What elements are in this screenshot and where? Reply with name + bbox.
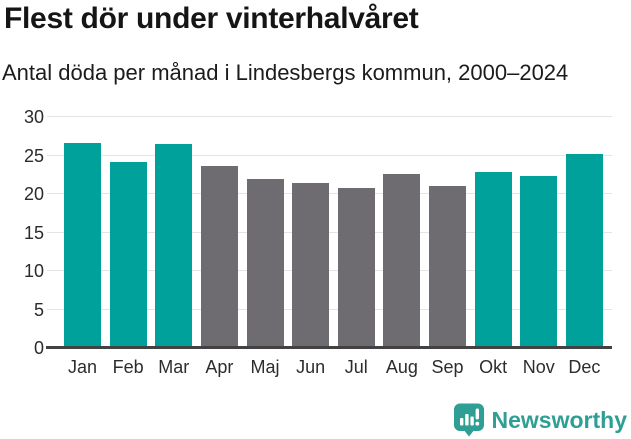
x-axis-baseline [46,346,612,349]
bar-column-dec: Dec [565,117,603,376]
x-tick-label-sep: Sep [431,357,464,377]
chart-title: Flest dör under vinterhalvåret [4,2,419,35]
gridline-5 [47,308,612,310]
brand-logo: Newsworthy [453,403,627,437]
bar-sep [429,185,466,348]
bar-column-jan: Jan [64,117,101,376]
x-tick-label-aug: Aug [385,357,418,377]
bars: Jan Feb Mar Apr Maj Jun Jul Aug Sep Okt Nov Dec [47,117,612,376]
x-tick-label-jul: Jul [344,357,368,377]
x-tick-label-okt: Okt [479,357,508,377]
bar-jun [292,183,330,348]
gridline-10 [47,270,612,272]
bar-column-jul: Jul [337,117,375,376]
x-tick-label-nov: Nov [522,357,555,377]
bar-column-feb: Feb [109,117,147,376]
y-axis: 0 5 10 15 20 25 30 [0,108,44,357]
bar-mar [155,143,193,348]
bar-dec [565,153,603,348]
x-tick-label-apr: Apr [205,357,234,377]
chart-subtitle: Antal döda per månad i Lindesbergs kommu… [2,60,569,85]
bar-maj [246,179,284,348]
gridline-25 [47,154,612,156]
bar-column-nov: Nov [520,117,558,376]
y-tick-label-20: 20 [23,184,44,205]
newsworthy-icon [453,403,485,437]
bar-apr [200,166,238,348]
bar-column-aug: Aug [383,117,421,376]
bar-jul [337,187,375,348]
bar-column-sep: Sep [429,117,466,376]
bar-nov [520,175,558,348]
bar-aug [383,173,421,348]
gridline-15 [47,231,612,233]
bar-column-mar: Mar [155,117,193,376]
y-tick-label-30: 30 [23,107,44,127]
y-tick-label-5: 5 [33,299,44,320]
x-tick-label-maj: Maj [250,357,280,377]
bar-column-maj: Maj [246,117,284,376]
x-tick-label-dec: Dec [568,357,601,377]
y-tick-label-10: 10 [23,261,44,282]
bar-feb [109,161,147,348]
x-tick-label-feb: Feb [112,357,144,377]
bar-column-okt: Okt [474,117,512,376]
bar-column-jun: Jun [292,117,330,376]
brand-name: Newsworthy [491,406,627,433]
y-tick-label-0: 0 [33,338,44,358]
bar-column-apr: Apr [200,117,238,376]
gridline-20 [47,193,612,195]
y-tick-label-25: 25 [23,145,44,166]
y-tick-label-15: 15 [23,222,44,243]
x-tick-label-mar: Mar [158,357,190,377]
plot-area: Jan Feb Mar Apr Maj Jun Jul Aug Sep Okt Nov Dec [46,116,612,376]
x-tick-label-jun: Jun [296,357,326,377]
bar-okt [474,172,512,348]
x-tick-label-jan: Jan [67,357,98,377]
gridline-30 [47,116,612,117]
bar-jan [64,143,101,348]
